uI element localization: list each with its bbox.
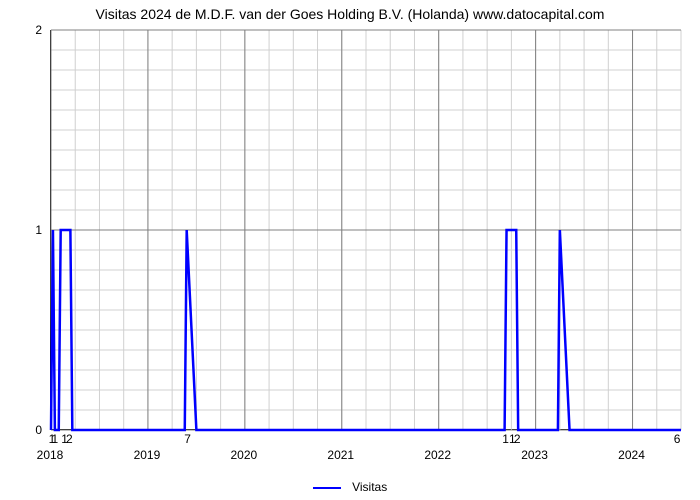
x-aux-label: 6 bbox=[674, 432, 681, 446]
y-tick-label: 1 bbox=[35, 223, 42, 237]
legend-label: Visitas bbox=[352, 480, 387, 494]
y-tick-label: 2 bbox=[35, 23, 42, 37]
x-tick-label: 2020 bbox=[230, 448, 257, 462]
x-tick-label: 2019 bbox=[134, 448, 161, 462]
x-aux-label: 1 bbox=[502, 432, 509, 446]
x-tick-label: 2021 bbox=[327, 448, 354, 462]
x-tick-label: 2023 bbox=[521, 448, 548, 462]
y-tick-label: 0 bbox=[35, 423, 42, 437]
x-aux-label: 2 bbox=[66, 432, 73, 446]
x-tick-label: 2024 bbox=[618, 448, 645, 462]
chart-title: Visitas 2024 de M.D.F. van der Goes Hold… bbox=[0, 0, 700, 22]
legend: Visitas bbox=[0, 480, 700, 494]
x-aux-label: 2 bbox=[514, 432, 521, 446]
x-aux-label: 7 bbox=[184, 432, 191, 446]
x-tick-label: 2018 bbox=[37, 448, 64, 462]
legend-swatch bbox=[313, 487, 341, 489]
plot-area bbox=[50, 30, 680, 430]
chart-svg bbox=[51, 30, 680, 429]
x-tick-label: 2022 bbox=[424, 448, 451, 462]
x-aux-label: 1 bbox=[52, 432, 59, 446]
